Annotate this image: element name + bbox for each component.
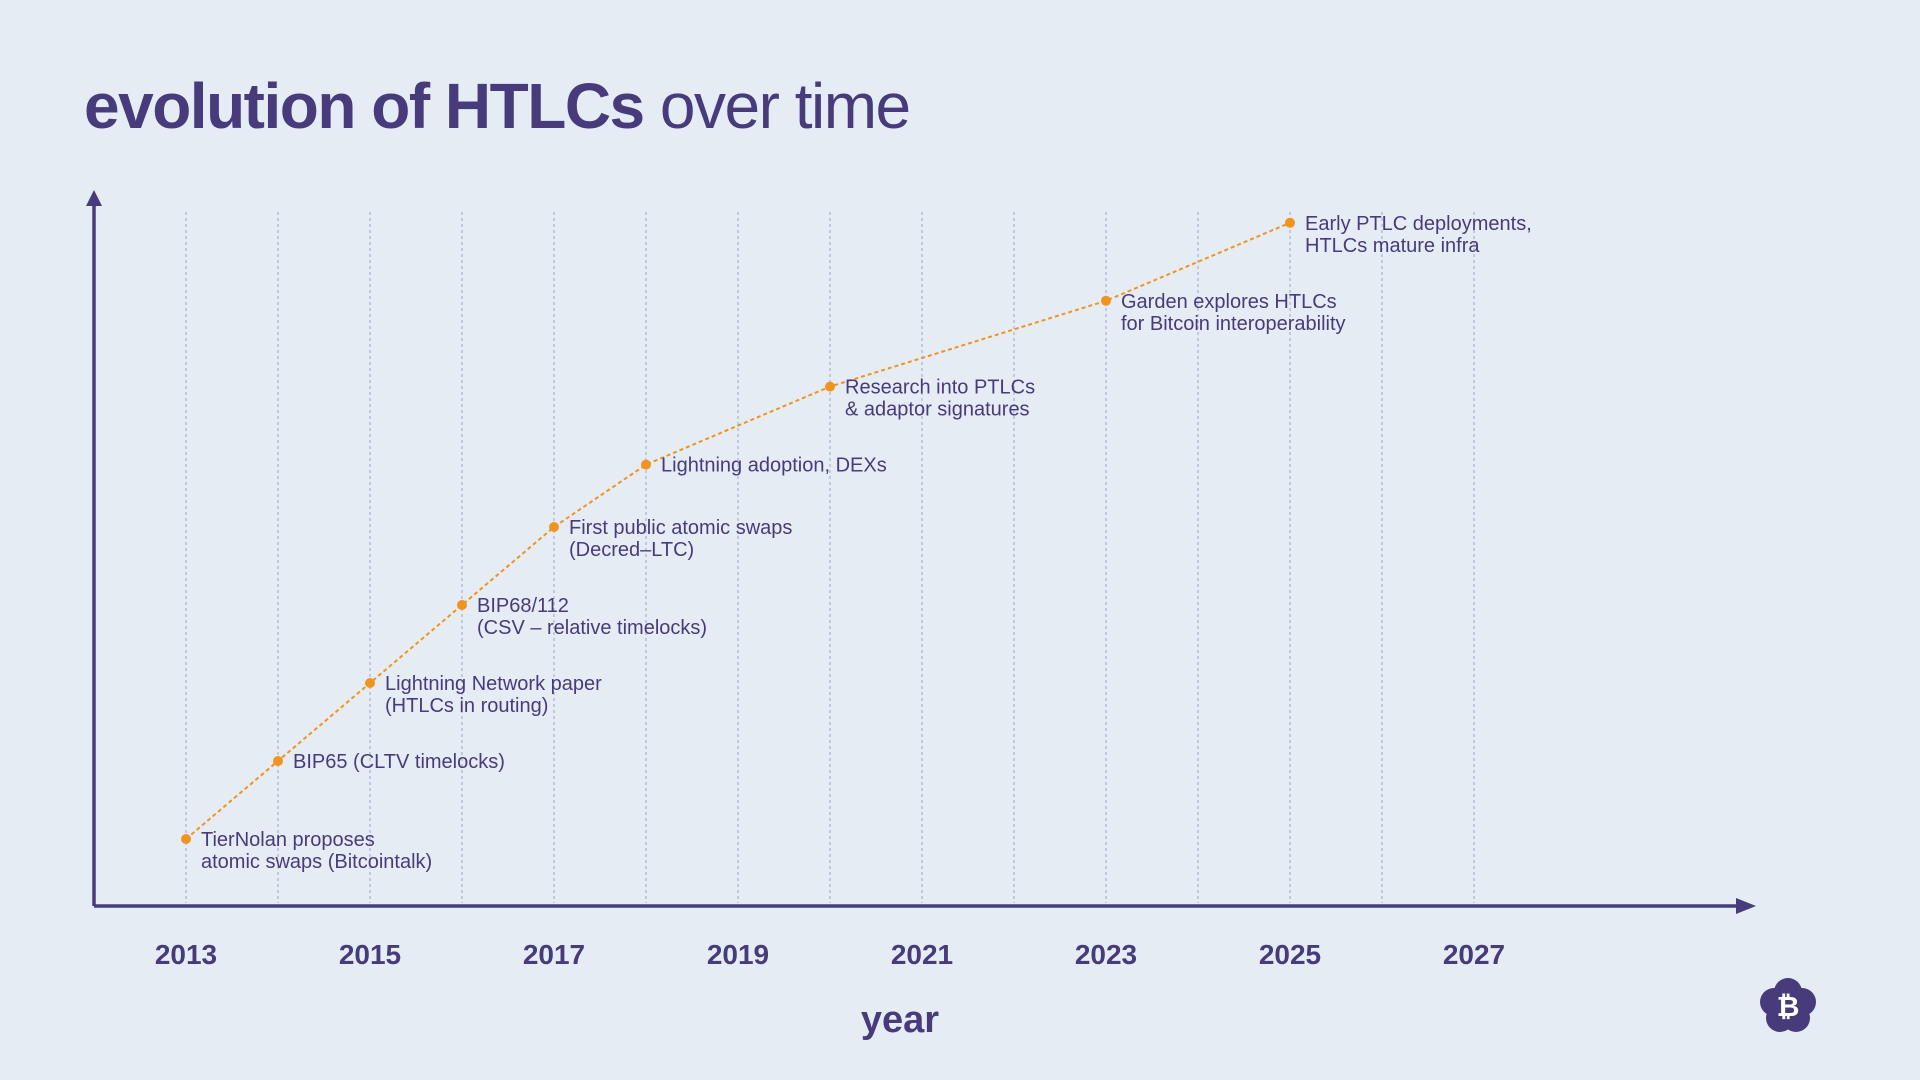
data-point-2015 bbox=[365, 678, 375, 688]
data-label-line: & adaptor signatures bbox=[845, 399, 1030, 421]
data-label-2013: TierNolan proposesatomic swaps (Bitcoint… bbox=[201, 829, 432, 873]
x-tick-label-2025: 2025 bbox=[1259, 939, 1321, 970]
data-point-2017 bbox=[549, 522, 559, 532]
data-point-2016 bbox=[457, 600, 467, 610]
data-label-line: BIP65 (CLTV timelocks) bbox=[293, 751, 505, 773]
data-point-2018 bbox=[641, 460, 651, 470]
data-label-line: Lightning Network paper bbox=[385, 673, 602, 695]
data-label-line: Garden explores HTLCs bbox=[1121, 291, 1337, 313]
x-tick-label-2021: 2021 bbox=[891, 939, 953, 970]
data-label-line: (CSV – relative timelocks) bbox=[477, 617, 707, 639]
x-tick-label-2015: 2015 bbox=[339, 939, 401, 970]
milestone-2016: BIP68/112(CSV – relative timelocks) bbox=[457, 595, 707, 639]
data-label-line: Research into PTLCs bbox=[845, 377, 1035, 399]
data-label-2018: Lightning adoption, DEXs bbox=[661, 455, 887, 477]
data-label-2017: First public atomic swaps(Decred–LTC) bbox=[569, 517, 792, 561]
x-tick-label-2019: 2019 bbox=[707, 939, 769, 970]
data-label-line: First public atomic swaps bbox=[569, 517, 792, 539]
milestone-2013: TierNolan proposesatomic swaps (Bitcoint… bbox=[181, 829, 432, 873]
bitcoin-flower-icon: ₿ bbox=[1758, 976, 1818, 1036]
data-point-2025 bbox=[1285, 218, 1295, 228]
milestone-2018: Lightning adoption, DEXs bbox=[641, 455, 887, 477]
x-tick-label-2027: 2027 bbox=[1443, 939, 1505, 970]
axes bbox=[86, 190, 1756, 914]
logo-glyph: ₿ bbox=[1777, 990, 1800, 1023]
data-label-line: for Bitcoin interoperability bbox=[1121, 313, 1346, 335]
x-tick-label-2013: 2013 bbox=[155, 939, 217, 970]
data-label-2020: Research into PTLCs& adaptor signatures bbox=[845, 377, 1035, 421]
data-label-2015: Lightning Network paper(HTLCs in routing… bbox=[385, 673, 602, 717]
y-axis-arrow bbox=[86, 190, 102, 206]
milestones: TierNolan proposesatomic swaps (Bitcoint… bbox=[181, 213, 1532, 873]
data-label-line: atomic swaps (Bitcointalk) bbox=[201, 851, 432, 873]
data-label-line: Early PTLC deployments, bbox=[1305, 213, 1532, 235]
data-label-2014: BIP65 (CLTV timelocks) bbox=[293, 751, 505, 773]
x-tick-labels: 2013 2015 2017 2019 2021 2023 2025 2027 bbox=[155, 939, 1505, 970]
data-point-2013 bbox=[181, 834, 191, 844]
data-label-2023: Garden explores HTLCsfor Bitcoin interop… bbox=[1121, 291, 1346, 335]
milestone-2023: Garden explores HTLCsfor Bitcoin interop… bbox=[1101, 291, 1346, 335]
data-label-line: HTLCs mature infra bbox=[1305, 235, 1480, 257]
data-label-2025: Early PTLC deployments,HTLCs mature infr… bbox=[1305, 213, 1532, 257]
data-label-2016: BIP68/112(CSV – relative timelocks) bbox=[477, 595, 707, 639]
x-tick-label-2023: 2023 bbox=[1075, 939, 1137, 970]
milestone-2015: Lightning Network paper(HTLCs in routing… bbox=[365, 673, 602, 717]
data-point-2014 bbox=[273, 756, 283, 766]
milestone-2017: First public atomic swaps(Decred–LTC) bbox=[549, 517, 792, 561]
x-axis-arrow bbox=[1736, 898, 1756, 914]
milestone-2014: BIP65 (CLTV timelocks) bbox=[273, 751, 505, 773]
data-label-line: (HTLCs in routing) bbox=[385, 695, 548, 717]
data-point-2023 bbox=[1101, 296, 1111, 306]
x-tick-label-2017: 2017 bbox=[523, 939, 585, 970]
milestone-2025: Early PTLC deployments,HTLCs mature infr… bbox=[1285, 213, 1532, 257]
data-point-2020 bbox=[825, 382, 835, 392]
x-axis-title: year bbox=[861, 999, 939, 1041]
data-label-line: (Decred–LTC) bbox=[569, 539, 694, 561]
milestone-2020: Research into PTLCs& adaptor signatures bbox=[825, 377, 1035, 421]
data-label-line: TierNolan proposes bbox=[201, 829, 375, 851]
data-label-line: BIP68/112 bbox=[477, 595, 569, 617]
data-label-line: Lightning adoption, DEXs bbox=[661, 455, 887, 477]
